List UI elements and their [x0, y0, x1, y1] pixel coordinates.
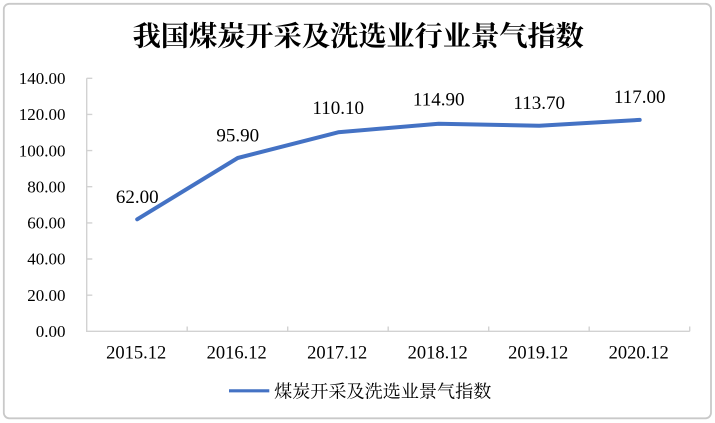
- svg-text:2016.12: 2016.12: [207, 344, 267, 364]
- svg-text:2020.12: 2020.12: [609, 344, 669, 364]
- svg-text:2019.12: 2019.12: [508, 344, 568, 364]
- svg-text:95.90: 95.90: [216, 126, 259, 147]
- svg-text:120.00: 120.00: [19, 105, 66, 124]
- svg-text:114.90: 114.90: [413, 90, 465, 111]
- svg-text:80.00: 80.00: [27, 177, 65, 196]
- svg-text:113.70: 113.70: [513, 93, 565, 114]
- svg-text:2015.12: 2015.12: [106, 344, 166, 364]
- svg-text:0.00: 0.00: [36, 322, 66, 341]
- svg-text:110.10: 110.10: [312, 98, 364, 119]
- svg-text:100.00: 100.00: [19, 141, 66, 160]
- svg-text:140.00: 140.00: [19, 69, 66, 88]
- svg-text:60.00: 60.00: [27, 214, 65, 233]
- svg-text:2018.12: 2018.12: [408, 344, 468, 364]
- svg-text:2017.12: 2017.12: [307, 344, 367, 364]
- svg-text:40.00: 40.00: [27, 250, 65, 269]
- svg-text:20.00: 20.00: [27, 286, 65, 305]
- svg-text:117.00: 117.00: [614, 87, 666, 108]
- svg-text:62.00: 62.00: [116, 187, 159, 208]
